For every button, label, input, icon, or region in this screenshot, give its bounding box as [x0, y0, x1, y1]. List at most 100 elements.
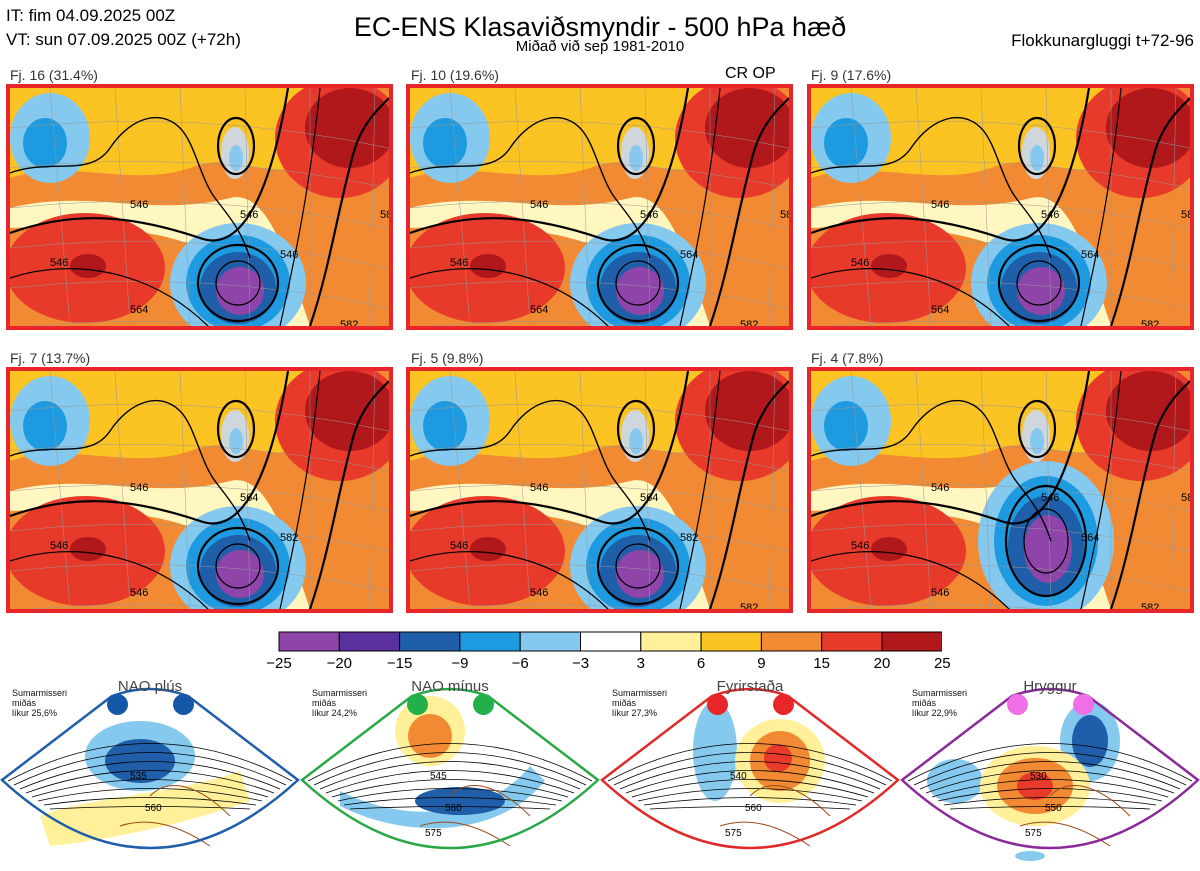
regime-dot [407, 694, 428, 715]
regime-name: NAO plús [117, 678, 183, 695]
height-contour [1109, 380, 1190, 609]
graticule-line [179, 371, 191, 609]
regime-contour [607, 743, 893, 782]
regime-dot [107, 694, 128, 715]
regime-contour-label: 575 [725, 828, 742, 839]
colorbar-segment [519, 631, 581, 652]
graticule-line [10, 404, 389, 432]
regime-contour [643, 797, 857, 806]
valid-time: VT: sun 07.09.2025 00Z (+72h) [6, 30, 241, 49]
contour-label: 564 [640, 492, 658, 504]
regime-outline [0, 687, 300, 850]
graticule-line [1170, 371, 1177, 609]
graticule-line [49, 371, 71, 609]
panel-label: Fj. 10 (19.6%) [411, 67, 499, 83]
height-contour [410, 117, 651, 259]
contour-label: 546 [530, 587, 548, 599]
height-contour [279, 88, 321, 326]
graticule-line [644, 88, 651, 326]
anomaly-field [616, 267, 664, 315]
height-contour [596, 526, 680, 606]
height-contour [410, 371, 690, 525]
height-contour [811, 400, 1052, 542]
cluster-map-3: 546546546564546564582582 [807, 84, 1194, 330]
graticule-line [10, 161, 389, 189]
height-contour [615, 543, 661, 589]
colorbar-tick-label: 6 [696, 655, 706, 672]
contour-label: 546 [640, 209, 658, 221]
anomaly-field [1106, 88, 1190, 168]
regime-contour [625, 770, 875, 794]
cluster-map-5: 546546564546564582582 [406, 367, 793, 613]
regime-dot [173, 694, 194, 715]
contour-label: 582 [280, 532, 298, 544]
contour-label: 564 [931, 304, 949, 316]
regime-contour [613, 752, 887, 786]
height-contour [410, 268, 609, 326]
regime-contour [349, 806, 551, 810]
height-contour [1023, 508, 1069, 574]
panel-label: Fj. 4 (7.8%) [811, 350, 884, 366]
height-contour [596, 243, 680, 323]
height-contour [410, 551, 609, 609]
regime-contour-label: 575 [1025, 828, 1042, 839]
anomaly-field [616, 550, 664, 598]
anomaly-field [705, 88, 789, 168]
panel-label: Fj. 9 (17.6%) [811, 67, 892, 83]
contour-label: 582 [1141, 602, 1159, 609]
regime-contour-label: 560 [145, 803, 162, 814]
anomaly-field [23, 118, 67, 168]
anomaly-field [470, 254, 506, 278]
cluster-map-6: 546546546546564564582582 [807, 367, 1194, 613]
regime-contour [313, 752, 587, 786]
graticule-line [10, 281, 389, 309]
regime-contour-label: 540 [730, 771, 747, 782]
height-contour [811, 117, 1052, 259]
regime-contour [49, 806, 251, 810]
regime-dot [1073, 694, 1094, 715]
colorbar-tick-label: 25 [933, 655, 951, 672]
graticule-line [915, 88, 932, 326]
colorbar-tick-label: −25 [266, 655, 292, 672]
graticule-line [10, 444, 389, 472]
regime-map: 530 550 575 [900, 687, 1200, 861]
map-graphic: 546546564546564582 [10, 371, 389, 609]
regime-description: Sumarmisseri miðás líkur 27,3% [612, 688, 668, 718]
regime-contour-label: 560 [445, 803, 462, 814]
height-contour [1109, 97, 1190, 326]
colorbar-segment [760, 631, 823, 652]
regime-contour [325, 770, 575, 794]
anomaly-field [423, 118, 467, 168]
contour-label: 546 [851, 540, 869, 552]
colorbar-segment [459, 631, 521, 652]
graticule-line [114, 88, 131, 326]
colorbar-segment [338, 631, 401, 652]
map-graphic: 546546564546564582582 [410, 371, 789, 609]
regime-dot [773, 694, 794, 715]
graticule-line [410, 161, 789, 189]
anomaly-field [229, 428, 243, 454]
graticule-line [10, 564, 389, 592]
height-contour [811, 268, 1010, 326]
cluster-map-4: 546546564546564582 [6, 367, 393, 613]
graticule-line [244, 88, 251, 326]
graticule-line [27, 604, 245, 609]
height-contour [10, 551, 209, 609]
colorbar-tick-label: 15 [813, 655, 831, 672]
graticule-line [449, 371, 471, 609]
graticule-line [410, 404, 789, 432]
regime-contour [37, 788, 263, 802]
graticule-line [811, 564, 1190, 592]
colorbar-segment [881, 631, 943, 652]
height-contour [308, 97, 389, 326]
contour-label: 564 [1081, 249, 1099, 261]
graticule-line [369, 88, 376, 326]
graticule-line [811, 524, 1190, 552]
regime-contour [919, 761, 1181, 790]
page-title: EC-ENS Klasaviðsmyndir - 500 hPa hæð [353, 12, 847, 42]
colorbar-tick-label: −15 [386, 655, 413, 672]
anomaly-field [1030, 145, 1044, 171]
contour-label: 564 [680, 249, 698, 261]
regime-contour [637, 788, 863, 802]
colorbar-segment [580, 631, 642, 652]
